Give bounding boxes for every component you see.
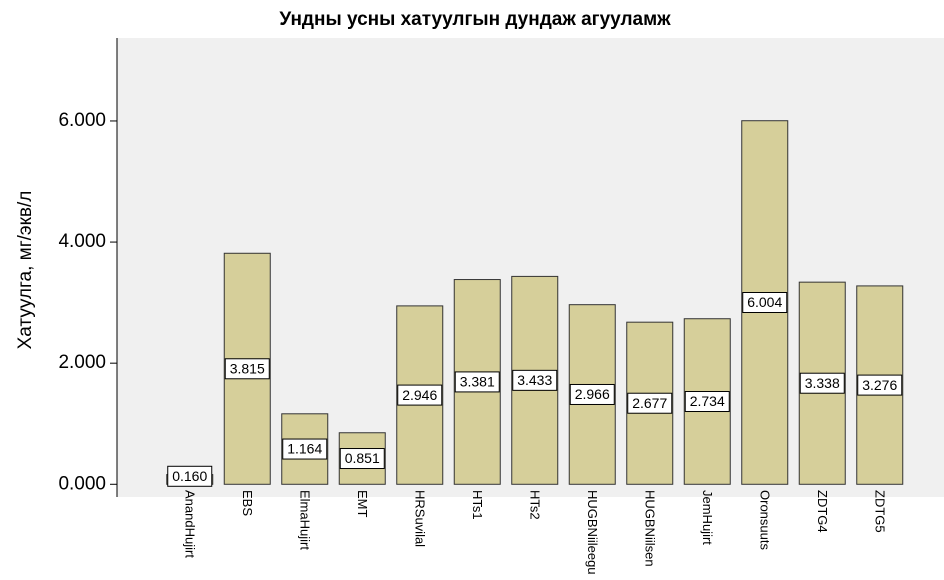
value-label: 0.160 — [172, 468, 207, 484]
value-label-box — [339, 448, 385, 470]
value-label-box — [224, 358, 270, 380]
y-tick-label: 4.000 — [58, 231, 106, 252]
x-tick-label: EBS — [240, 490, 255, 516]
y-axis-label: Хатуулга, мг/экв/л — [15, 191, 36, 350]
x-tick-label: ElmaHujirt — [297, 490, 312, 550]
x-tick-label: AnandHujirt — [182, 490, 197, 558]
x-tick-label: HTs1 — [470, 490, 485, 520]
value-label-box — [627, 392, 673, 414]
value-label-box — [684, 391, 730, 413]
value-label-box — [282, 438, 328, 460]
value-label: 3.433 — [517, 372, 552, 388]
value-label: 6.004 — [747, 294, 782, 310]
value-label: 3.276 — [862, 377, 897, 393]
value-label: 2.966 — [575, 386, 610, 402]
x-tick-label: JemHujirt — [700, 490, 715, 545]
x-tick-label: EMT — [355, 490, 370, 518]
chart-title: Ундны усны хатуулгын дундаж агууламж — [279, 9, 671, 30]
value-label: 2.734 — [690, 393, 725, 409]
value-label: 0.851 — [345, 450, 380, 466]
x-tick-label: HTs2 — [527, 490, 542, 520]
value-label: 2.946 — [402, 387, 437, 403]
value-label-box — [454, 371, 500, 393]
value-label-box — [742, 292, 788, 314]
value-label-box — [397, 384, 443, 406]
value-label-box — [857, 374, 903, 396]
value-label: 3.338 — [805, 375, 840, 391]
value-label-box — [167, 465, 213, 487]
y-tick-label: 2.000 — [58, 352, 106, 373]
value-label-box — [799, 372, 845, 394]
value-label-box — [569, 383, 615, 405]
value-label: 1.164 — [287, 441, 322, 457]
y-tick-label: 0.000 — [58, 473, 106, 494]
x-tick-label: HUGBNiileegu — [585, 490, 600, 575]
x-tick-label: Oronsuuts — [757, 490, 772, 550]
value-label: 3.815 — [230, 360, 265, 376]
x-tick-label: ZDTG5 — [872, 490, 887, 533]
x-tick-label: ZDTG4 — [815, 490, 830, 533]
value-label-box — [512, 369, 558, 391]
x-tick-label: HUGBNiilsen — [642, 490, 657, 567]
value-label: 2.677 — [632, 395, 667, 411]
value-label: 3.381 — [460, 374, 495, 390]
x-tick-label: HRSuvilal — [412, 490, 427, 547]
y-tick-label: 6.000 — [58, 110, 106, 131]
